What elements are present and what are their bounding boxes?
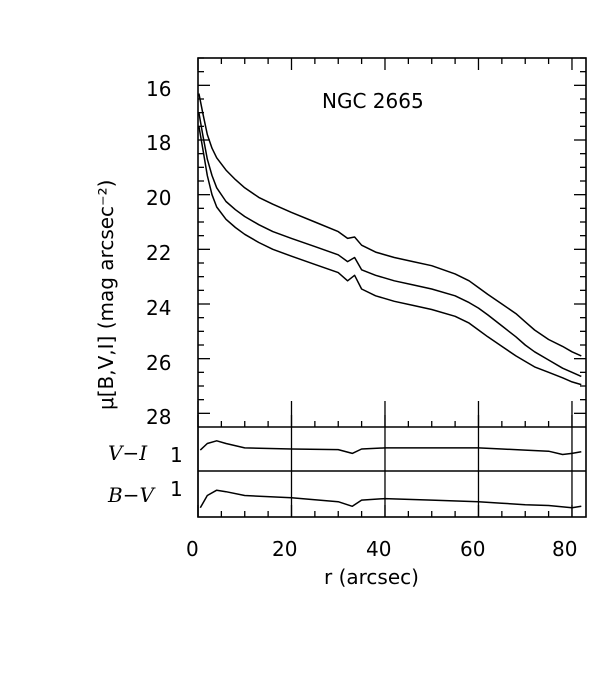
b-v-color-profile [199, 489, 582, 509]
x-tick-label: 0 [186, 537, 199, 561]
profile-line [198, 112, 582, 378]
x-tick-label: 20 [272, 537, 297, 561]
profile-line [198, 126, 582, 386]
x-tick-label: 40 [366, 537, 391, 561]
y-tick-label: 16 [146, 77, 171, 101]
x-axis-label: r (arcsec) [324, 565, 419, 589]
surface-brightness-profiles [198, 93, 582, 386]
y-axis-label: μ[B,V,I] (mag arcsec⁻²) [94, 180, 118, 410]
b-v-tick-label: 1 [170, 477, 183, 501]
b-v-label: B−V [107, 483, 156, 507]
v-i-line [199, 440, 582, 456]
y-tick-label: 26 [146, 351, 171, 375]
y-tick-label: 24 [146, 296, 171, 320]
b-v-line [199, 489, 582, 509]
y-tick-labels: 16 18 20 22 24 26 28 [146, 77, 171, 429]
y-tick-label: 18 [146, 131, 171, 155]
x-tick-label: 80 [552, 537, 577, 561]
y-tick-label: 22 [146, 241, 171, 265]
profile-line [198, 93, 582, 357]
y-tick-label: 28 [146, 405, 171, 429]
plot-frame [197, 57, 587, 518]
v-i-color-profile [199, 440, 582, 456]
plot-border [197, 57, 587, 518]
chart-title: NGC 2665 [322, 89, 424, 113]
y-tick-label: 20 [146, 186, 171, 210]
v-i-tick-label: 1 [170, 443, 183, 467]
x-tick-label: 60 [460, 537, 485, 561]
v-i-label: V−I [108, 441, 148, 465]
x-tick-labels: 0 20 40 60 80 [186, 537, 577, 561]
